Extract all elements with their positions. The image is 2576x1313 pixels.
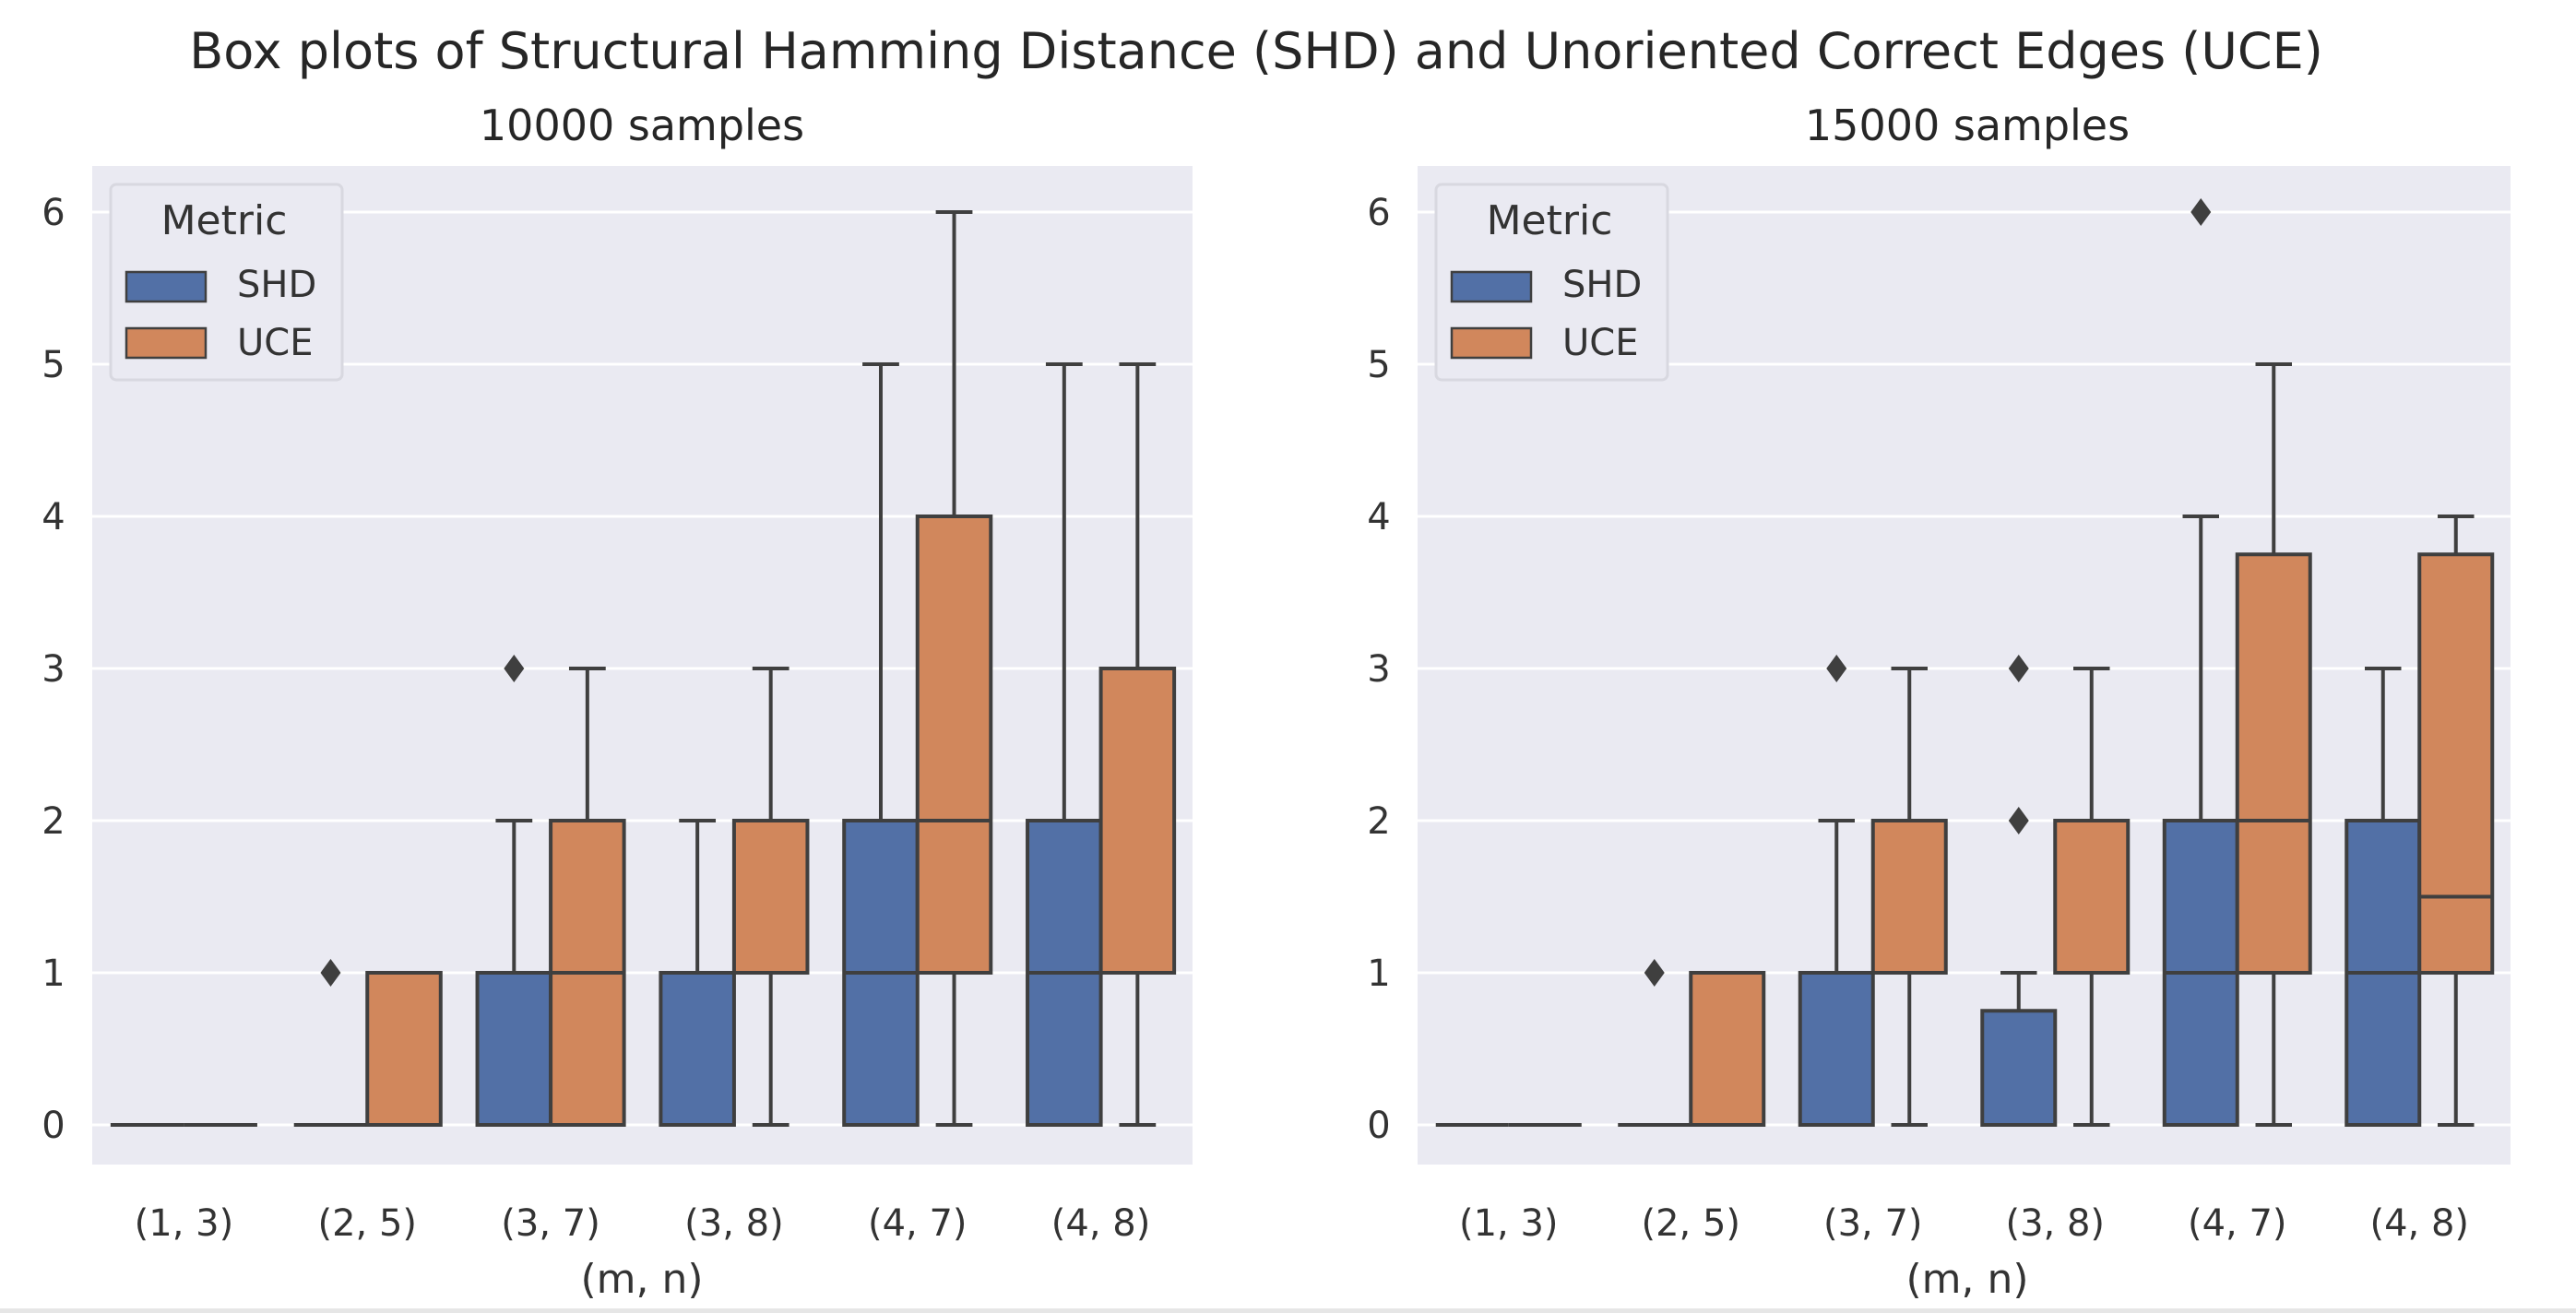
box-iqr	[1689, 971, 1766, 1127]
outlier-point	[2190, 198, 2212, 226]
box-iqr	[2053, 819, 2131, 975]
box-uce-5	[1098, 362, 1177, 1127]
outlier-point	[1644, 959, 1665, 987]
box-iqr	[659, 971, 736, 1127]
outlier-point	[2008, 655, 2029, 682]
gridlines	[92, 210, 1193, 1127]
y-tick-label: 1	[42, 952, 65, 995]
legend-title: Metric	[1487, 197, 1613, 244]
x-tick-label: (3, 8)	[684, 1202, 784, 1245]
box-shd-5	[1026, 362, 1103, 1127]
legend-label-shd: SHD	[1562, 264, 1642, 306]
x-tick-label: (3, 7)	[1823, 1202, 1923, 1245]
x-tick-label: (2, 5)	[1641, 1202, 1740, 1245]
box-shd-3	[659, 819, 736, 1127]
box-uce-5	[2417, 515, 2495, 1127]
legend-swatch-uce	[125, 326, 208, 360]
x-tick-labels: (1, 3) (2, 5) (3, 7) (3, 8) (4, 7) (4, 8)	[135, 1202, 1151, 1245]
box-uce-3	[2053, 667, 2131, 1127]
outlier-point	[504, 655, 525, 682]
box-uce-1	[365, 971, 443, 1127]
y-tick-label: 4	[42, 496, 65, 538]
subplot-title: 15000 samples	[1805, 101, 2130, 150]
outlier-point	[320, 959, 341, 987]
y-tick-labels: 0 1 2 3 4 5 6	[42, 192, 65, 1147]
bottom-border	[0, 1308, 2576, 1313]
outlier-point	[1826, 655, 1847, 682]
legend: Metric SHD UCE	[109, 183, 344, 382]
box-iqr	[2235, 552, 2312, 975]
box-iqr	[475, 971, 553, 1127]
legend-swatch-shd	[1450, 270, 1533, 303]
box-uce-2	[1870, 667, 1948, 1127]
box-iqr	[2417, 552, 2495, 975]
box-iqr	[1870, 819, 1948, 975]
box-iqr	[731, 819, 810, 975]
x-tick-label: (2, 5)	[317, 1202, 417, 1245]
y-tick-label: 6	[1367, 192, 1390, 234]
outlier-point	[2008, 807, 2029, 834]
x-tick-label: (4, 8)	[1051, 1202, 1151, 1245]
box-uce-4	[915, 210, 993, 1127]
box-shd-2	[475, 655, 553, 1127]
x-tick-label: (3, 7)	[501, 1202, 600, 1245]
legend: Metric SHD UCE	[1434, 183, 1669, 382]
x-tick-label: (4, 7)	[868, 1202, 967, 1245]
box-iqr	[365, 971, 443, 1127]
subplot-15000-samples: 15000 samples 0 1 2 3 4 5 6 (1, 3) (2, 5) (3, 7)…	[1367, 101, 2511, 1303]
box-shd-2	[1798, 655, 1875, 1127]
subplot-title: 10000 samples	[480, 101, 804, 150]
y-tick-label: 4	[1367, 496, 1390, 538]
y-tick-label: 5	[42, 344, 65, 386]
box-shd-5	[2345, 667, 2422, 1127]
legend-title: Metric	[161, 197, 288, 244]
box-shd-1	[1618, 959, 1692, 1127]
y-tick-label: 3	[42, 648, 65, 691]
x-tick-label: (3, 8)	[2005, 1202, 2105, 1245]
y-tick-labels: 0 1 2 3 4 5 6	[1367, 192, 1390, 1147]
box-plots	[1435, 198, 2495, 1127]
box-uce-1	[1689, 971, 1766, 1127]
x-axis-label: (m, n)	[580, 1256, 703, 1303]
box-shd-3	[1980, 655, 2058, 1127]
y-tick-label: 5	[1367, 344, 1390, 386]
y-tick-label: 2	[1367, 800, 1390, 843]
x-tick-labels: (1, 3) (2, 5) (3, 7) (3, 8) (4, 7) (4, 8)	[1459, 1202, 2469, 1245]
x-tick-label: (1, 3)	[135, 1202, 234, 1245]
box-uce-4	[2235, 362, 2312, 1127]
box-iqr	[915, 515, 993, 975]
box-iqr	[1098, 667, 1177, 975]
box-iqr	[1798, 971, 1875, 1127]
y-tick-label: 3	[1367, 648, 1390, 691]
legend-label-shd: SHD	[237, 264, 316, 306]
y-tick-label: 2	[42, 800, 65, 843]
box-uce-3	[731, 667, 810, 1127]
y-tick-label: 0	[42, 1105, 65, 1147]
subplot-10000-samples: 10000 samples 0 1 2 3 4 5 6 (1, 3) (2, 5) (3, 7)…	[42, 101, 1193, 1303]
legend-label-uce: UCE	[1562, 322, 1638, 364]
box-iqr	[1980, 1009, 2058, 1127]
legend-label-uce: UCE	[237, 322, 313, 364]
box-plots	[110, 210, 1177, 1127]
legend-swatch-uce	[1450, 326, 1533, 360]
x-tick-label: (4, 8)	[2369, 1202, 2469, 1245]
box-uce-2	[549, 667, 626, 1127]
y-tick-label: 0	[1367, 1105, 1390, 1147]
figure-suptitle: Box plots of Structural Hamming Distance…	[189, 22, 2323, 80]
x-tick-label: (1, 3)	[1459, 1202, 1559, 1245]
x-tick-label: (4, 7)	[2188, 1202, 2287, 1245]
box-shd-1	[293, 959, 368, 1127]
legend-swatch-shd	[125, 270, 208, 303]
x-axis-label: (m, n)	[1905, 1256, 2028, 1303]
y-tick-label: 6	[42, 192, 65, 234]
y-tick-label: 1	[1367, 952, 1390, 995]
box-shd-4	[842, 362, 920, 1127]
